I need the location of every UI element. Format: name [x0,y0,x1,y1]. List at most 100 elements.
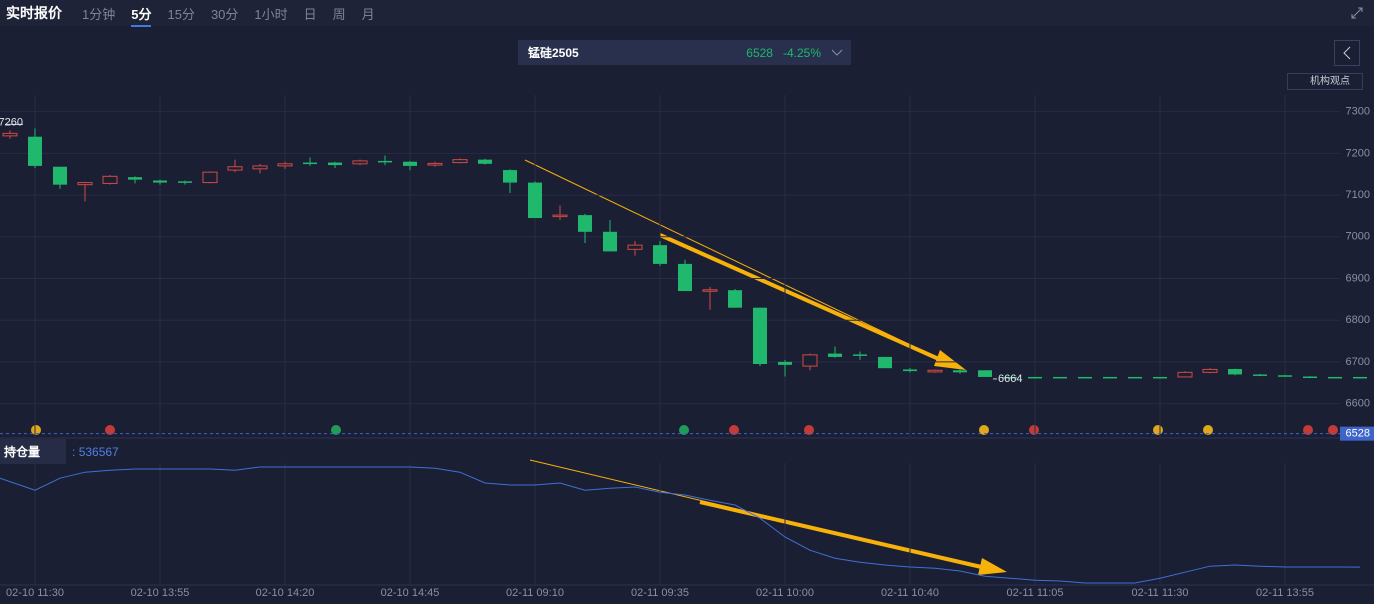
candle-body [378,160,392,163]
candle-body [1278,375,1292,377]
y-tick-label: 7100 [1346,189,1370,201]
candle-body [1003,376,1017,379]
oi-header: 持仓量 536567 [0,439,119,464]
candle-body [903,369,917,372]
tab[interactable]: 1分钟 [82,6,116,22]
event-icon [804,425,814,435]
y-tick-label: 6600 [1346,398,1370,410]
tab[interactable]: 月 [361,6,375,22]
oi-value: 536567 [72,445,119,459]
event-icon [331,425,341,435]
x-tick-label: 02-10 14:20 [256,587,315,599]
max-label: 7260 [0,116,23,128]
tab[interactable]: 1小时 [254,6,288,22]
arrow [699,500,991,571]
candle-body [1028,376,1042,379]
y-tick-label: 7000 [1346,231,1370,243]
x-tick-label: 02-11 09:10 [506,587,564,599]
y-tick-label: 6900 [1346,272,1370,284]
candle-body [702,289,718,292]
x-tick-label: 02-10 11:30 [6,587,64,599]
candle-body [678,263,692,292]
y-tick-label: 7300 [1346,106,1370,118]
candle-body [1353,376,1367,379]
symbol: 锰硅2505 [528,46,579,60]
candle-body [778,361,792,365]
quote-box[interactable]: 锰硅2505 6528 -4.25% [518,40,851,65]
candle-body [578,215,592,232]
min-label: 6664 [998,373,1022,385]
event-icon [1303,425,1313,435]
tab[interactable]: 5分 [131,4,152,27]
tab[interactable]: 30分 [210,6,239,22]
event-icon [979,425,989,435]
y-tick-label: 7200 [1346,147,1370,159]
candle-body [603,231,617,252]
x-tick-label: 02-11 11:05 [1006,587,1063,599]
y-tick-label: 6800 [1346,314,1370,326]
candle-body [128,177,142,180]
event-icon [1328,425,1338,435]
x-tick-label: 02-11 09:35 [631,587,689,599]
candle-body [1153,376,1167,379]
candle-body [252,165,268,170]
tab[interactable]: 周 [332,6,346,22]
arrow [524,159,951,365]
candle-body [352,160,368,165]
top-bar: 实时报价 1分钟 5分 15分 30分 1小时日周月 [0,0,1374,27]
event-icon [1029,425,1039,435]
arrow [659,233,951,366]
event-icon [31,425,41,435]
candle-body [552,214,568,218]
event-icon [679,425,689,435]
candle-body [53,166,67,185]
x-tick-label: 02-11 10:00 [756,587,814,599]
candle-body [178,181,192,183]
oi-title[interactable]: 持仓量 [0,439,67,464]
candle-body [1053,376,1067,379]
back-button[interactable] [1334,40,1360,66]
candle-body [328,162,342,166]
candle-body [403,161,417,166]
tab[interactable]: 日 [303,6,317,22]
candle-body [1253,374,1267,376]
oi-line [0,466,1361,584]
candle-body [802,354,818,367]
candle-body [452,159,468,164]
last-price-label: 6528 [1346,428,1370,440]
event-icon [729,425,739,435]
candle-body [1078,376,1092,379]
x-tick-label: 02-10 13:55 [131,587,190,599]
candle-body [653,245,667,264]
candle-body [427,162,443,166]
candle-body [277,163,293,167]
candle-body [1177,371,1193,378]
candle-body [202,171,218,184]
y-tick-label: 6700 [1346,356,1370,368]
arrowhead [978,558,1007,575]
candle-body [28,136,42,166]
candle-body [1228,369,1242,375]
x-tick-label: 02-11 13:55 [1256,587,1314,599]
annotation-arrows [524,159,1007,575]
candle-body [927,369,943,373]
tab[interactable]: 15分 [167,6,195,22]
event-icon [1203,425,1213,435]
candle-body [102,175,118,184]
expand-icon[interactable] [1350,6,1364,20]
last-price-tag [1340,426,1374,441]
event-icon [105,425,115,435]
quote-change: -4.25% [782,45,821,60]
candle-body [753,307,767,365]
candle-body [828,353,842,357]
opinion-button[interactable]: 机构观点 [1287,73,1363,90]
candle-body [2,132,18,137]
candle-body [978,370,992,377]
candle-body [953,370,967,373]
candle-body [1328,376,1342,379]
candle-body [878,356,892,369]
back-icon [1343,46,1351,60]
event-icons [31,425,1338,435]
